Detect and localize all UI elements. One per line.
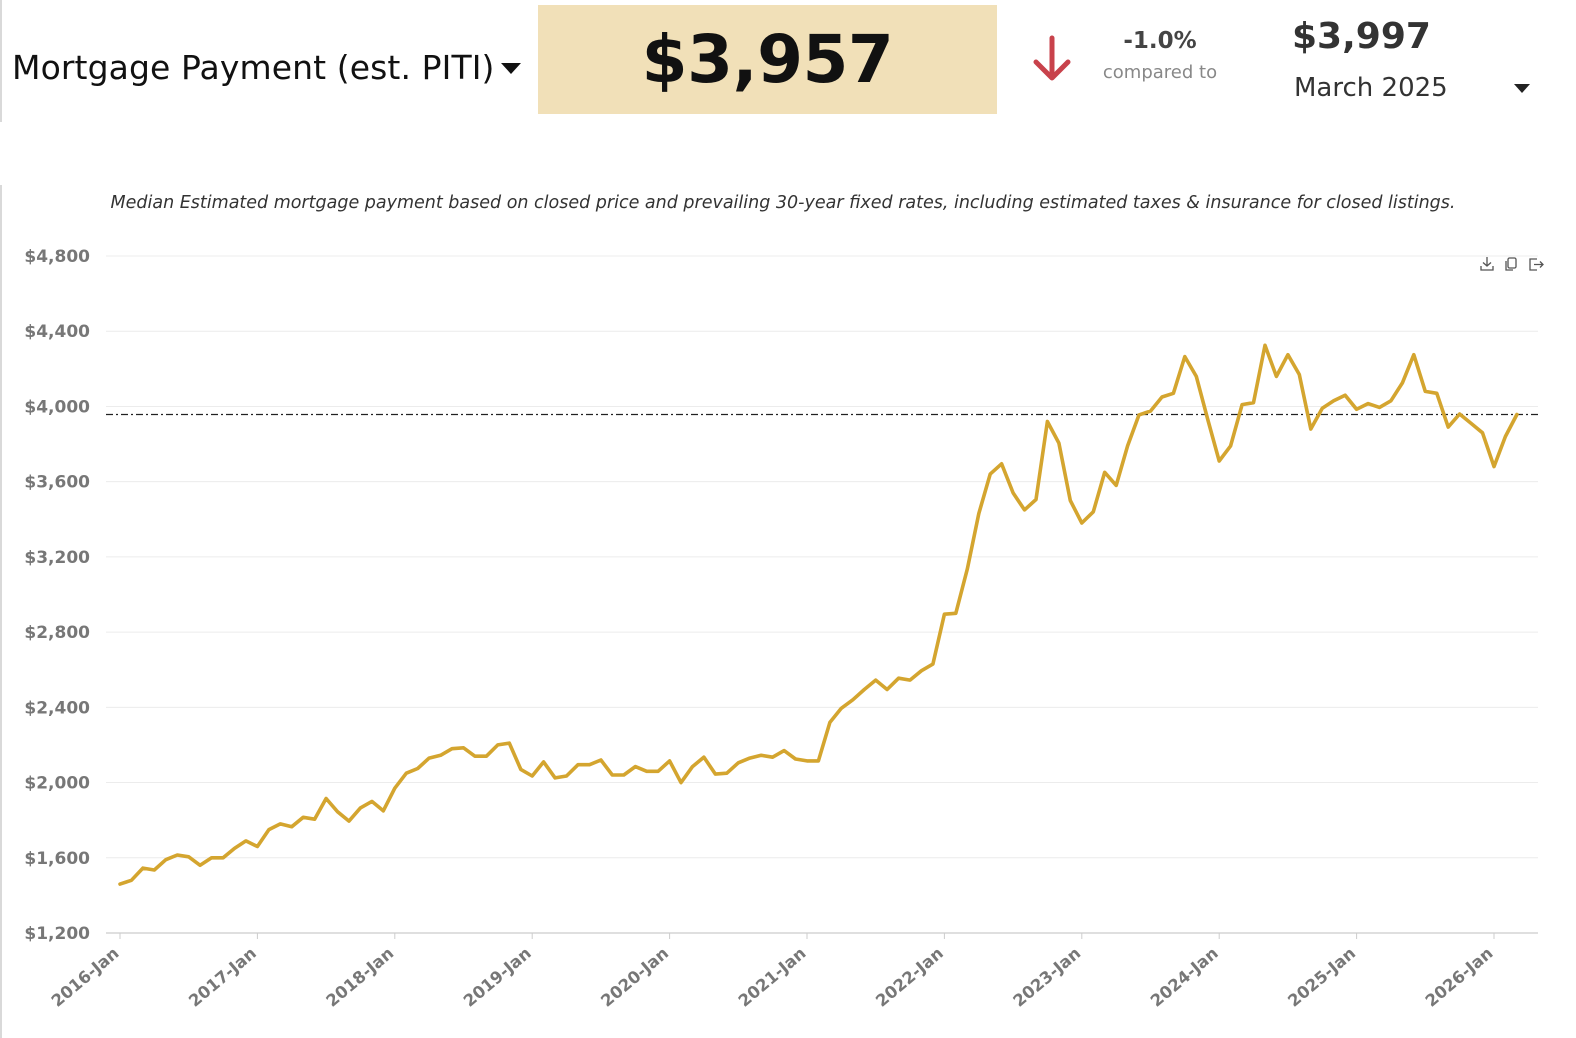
- x-tick-label: 2021-Jan: [735, 944, 810, 1011]
- y-tick-label: $3,600: [24, 473, 90, 493]
- x-tick-label: 2016-Jan: [48, 944, 123, 1011]
- y-axis-ticks: $1,200 $1,600 $2,000 $2,400 $2,800 $3,200 $3,6…: [24, 247, 90, 944]
- arrow-down-icon: [1033, 35, 1071, 81]
- current-value-box: $3,957: [538, 5, 997, 114]
- y-tick-label: $4,000: [24, 397, 90, 417]
- y-tick-label: $2,800: [24, 623, 90, 643]
- y-tick-label: $1,200: [24, 924, 90, 944]
- x-tick-label: 2025-Jan: [1284, 944, 1359, 1011]
- metric-selector[interactable]: Mortgage Payment (est. PITI): [12, 42, 521, 92]
- x-tick-label: 2022-Jan: [872, 944, 947, 1011]
- chart-left-border: [0, 185, 2, 1038]
- y-tick-label: $2,000: [24, 774, 90, 794]
- series-line: [118, 343, 1519, 886]
- change-percent: -1.0%: [1123, 28, 1197, 54]
- x-tick-label: 2018-Jan: [322, 944, 397, 1011]
- y-tick-label: $1,600: [24, 849, 90, 869]
- compare-value: $3,997: [1292, 16, 1431, 57]
- x-tick-label: 2017-Jan: [185, 944, 260, 1011]
- y-tick-label: $4,800: [24, 247, 90, 267]
- x-tick-label: 2026-Jan: [1422, 944, 1497, 1011]
- y-tick-label: $4,400: [24, 322, 90, 342]
- x-tick-label: 2019-Jan: [460, 944, 535, 1011]
- x-tick-label: 2023-Jan: [1009, 944, 1084, 1011]
- grid-lines: [106, 255, 1538, 859]
- export-icon[interactable]: [1527, 256, 1545, 272]
- chevron-down-icon[interactable]: [1514, 83, 1530, 93]
- download-icon[interactable]: [1479, 256, 1495, 272]
- compare-period-selector[interactable]: March 2025: [1294, 70, 1536, 106]
- x-tick-label: 2024-Jan: [1147, 944, 1222, 1011]
- compared-to-label: compared to: [1102, 62, 1218, 83]
- y-tick-label: $3,200: [24, 548, 90, 568]
- current-value: $3,957: [641, 21, 894, 98]
- caret-down-icon[interactable]: [500, 63, 521, 74]
- y-tick-label: $2,400: [24, 698, 90, 718]
- chart-subtitle: Median Estimated mortgage payment based …: [111, 193, 1456, 213]
- copy-icon[interactable]: [1503, 256, 1519, 272]
- x-tick-label: 2020-Jan: [597, 944, 672, 1011]
- x-axis-ticks: 2016-Jan 2017-Jan 2018-Jan 2019-Jan 2020-Jan…: [48, 933, 1497, 1011]
- metric-label: Mortgage Payment (est. PITI): [12, 47, 495, 87]
- header-left-border: [0, 0, 2, 122]
- compare-period-label: March 2025: [1294, 73, 1448, 103]
